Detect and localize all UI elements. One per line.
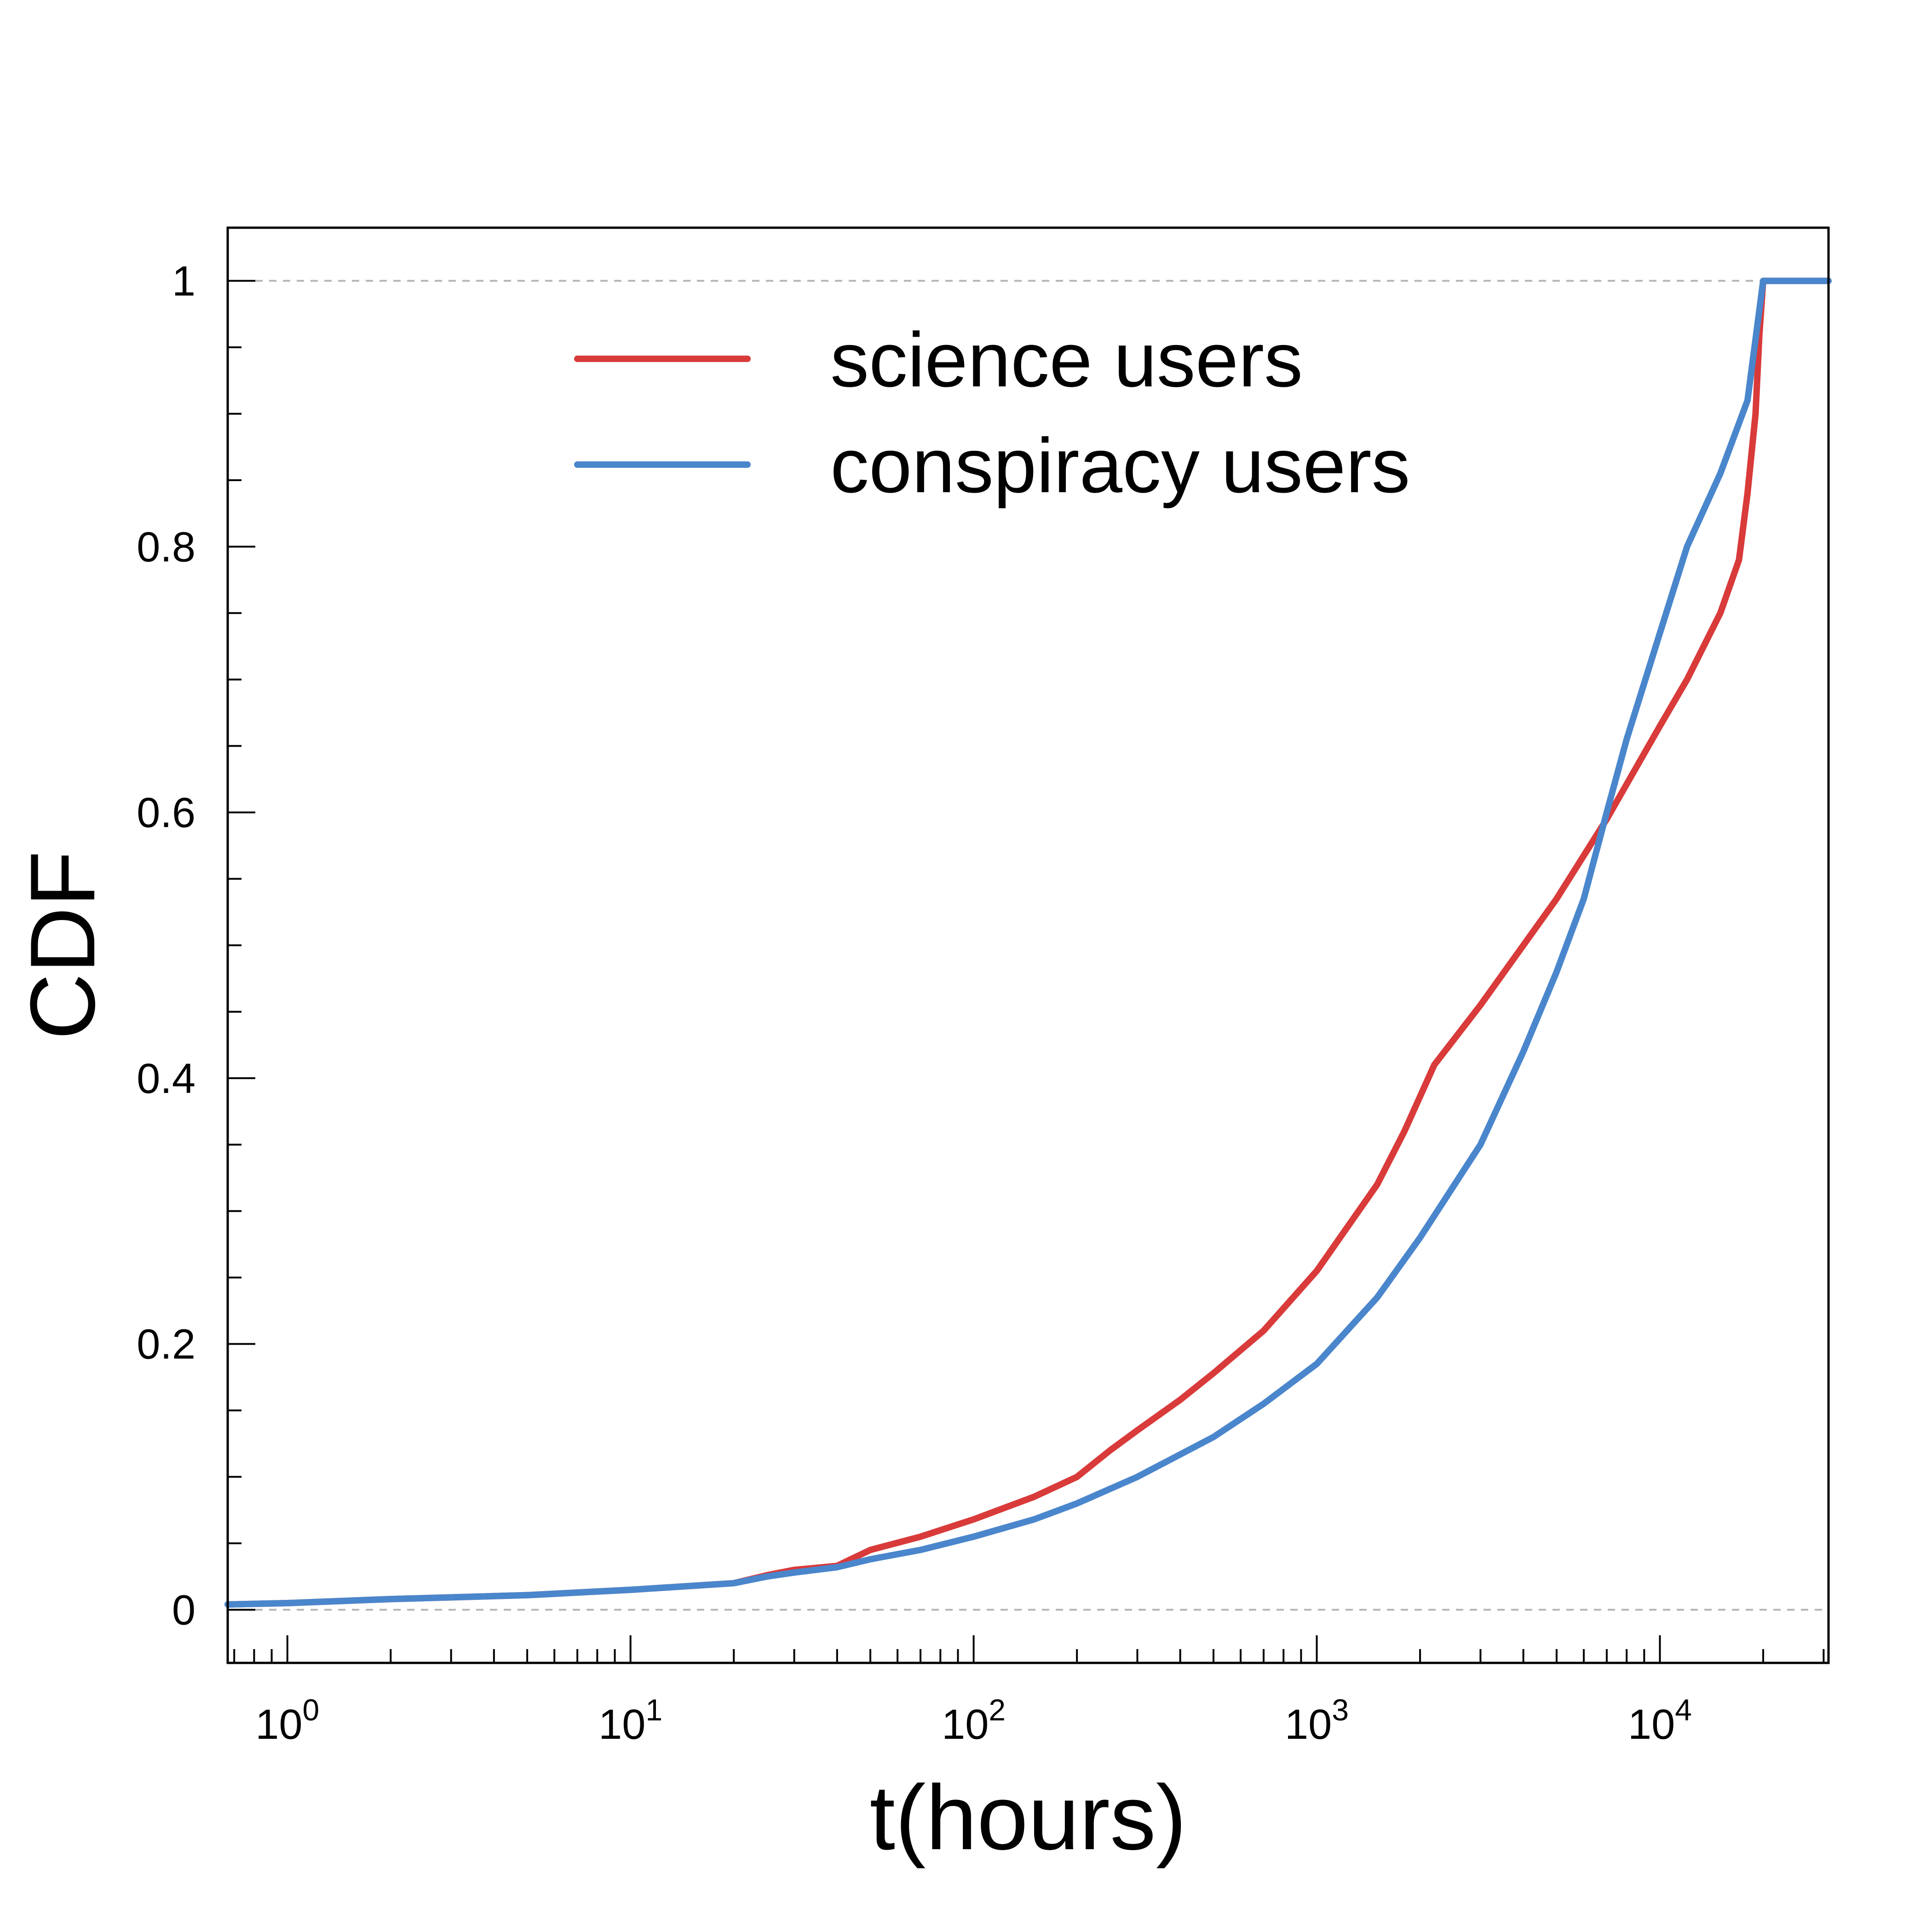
- reference-lines: [228, 280, 1828, 1611]
- x-axis-label: t(hours): [869, 1766, 1186, 1869]
- y-axis: 0 0.2 0.4 0.6 0.8 1: [137, 258, 255, 1633]
- x-axis: 100 101 102 103 104: [233, 1635, 1825, 1748]
- x-tick-label: 100: [255, 1693, 319, 1748]
- legend-label: conspiracy users: [830, 422, 1410, 509]
- y-tick-label: 0.2: [137, 1321, 196, 1368]
- y-tick-label: 0.4: [137, 1055, 196, 1102]
- legend: science users conspiracy users: [574, 316, 1410, 509]
- x-tick-label: 101: [598, 1693, 662, 1748]
- y-tick-label: 0.8: [137, 523, 196, 570]
- series-layer: [224, 277, 1832, 1608]
- y-tick-label: 0: [172, 1587, 196, 1633]
- y-axis-label: CDF: [12, 851, 114, 1040]
- legend-label: science users: [830, 316, 1303, 403]
- y-tick-label: 0.6: [137, 789, 196, 836]
- x-tick-label: 103: [1285, 1693, 1349, 1748]
- x-tick-label: 102: [942, 1693, 1006, 1748]
- y-tick-label: 1: [172, 258, 196, 305]
- x-tick-label: 104: [1628, 1693, 1692, 1748]
- series-line-conspiracy: [224, 277, 1832, 1608]
